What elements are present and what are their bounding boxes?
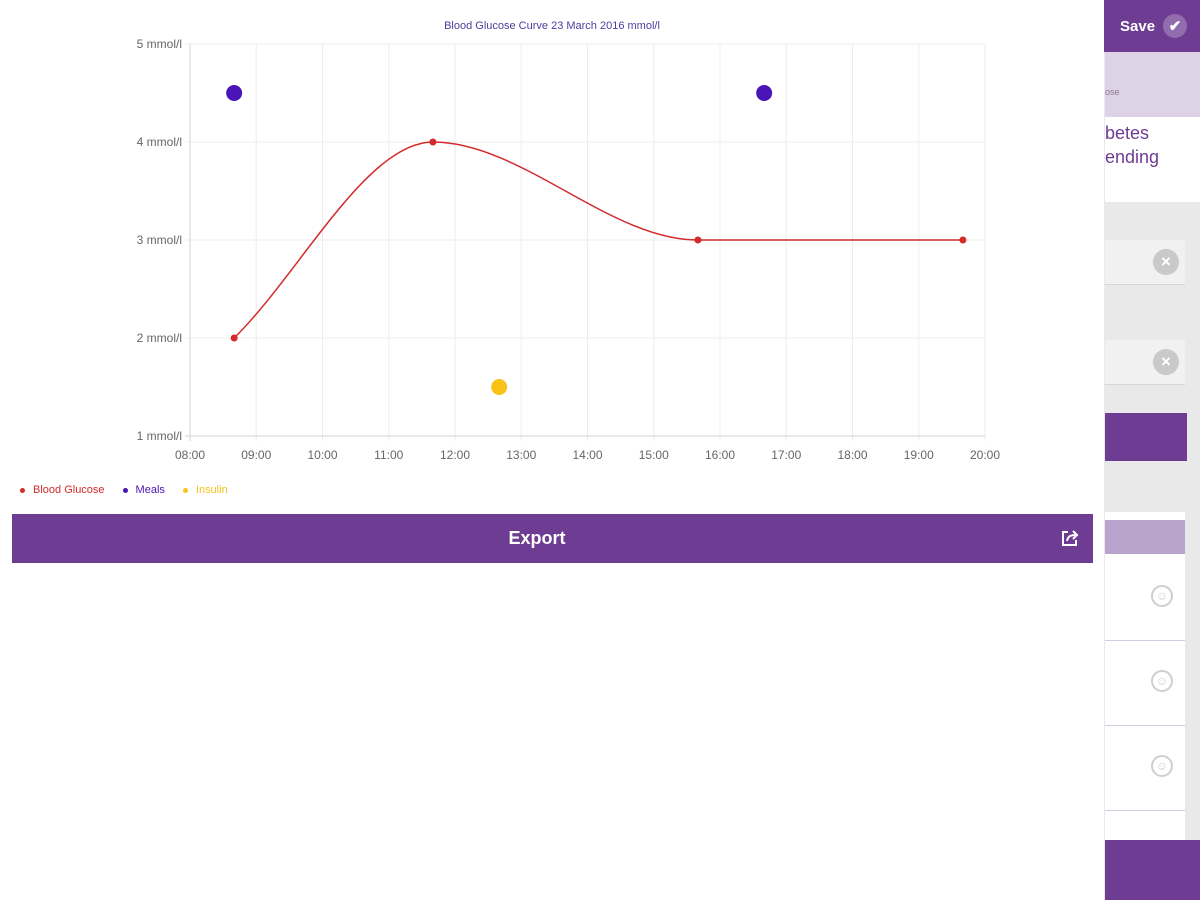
legend-marker (182, 487, 188, 493)
x-tick-label: 18:00 (837, 448, 867, 462)
legend-item-blood-glucose[interactable]: Blood Glucose (20, 484, 105, 496)
list-item[interactable]: ☺ (1105, 556, 1185, 641)
legend-marker (20, 487, 25, 493)
meals-point (226, 85, 243, 101)
export-button[interactable]: Export (12, 514, 1093, 563)
background-footer-bar (1105, 840, 1200, 900)
background-subheader: ose (1105, 52, 1200, 117)
x-tick-label: 12:00 (440, 448, 470, 462)
background-action-button[interactable] (1105, 413, 1187, 461)
clear-icon[interactable]: × (1153, 349, 1179, 375)
smiley-icon: ☺ (1151, 585, 1173, 607)
background-info-card: betes ending (1105, 117, 1200, 202)
insulin-point (491, 379, 508, 395)
check-icon: ✔ (1163, 14, 1188, 38)
x-tick-label: 08:00 (175, 448, 205, 462)
y-tick-label: 4 mmol/l (137, 135, 182, 149)
save-button-label: Save (1120, 17, 1156, 35)
background-input-row[interactable]: × (1105, 340, 1185, 385)
blood-glucose-point (230, 334, 238, 342)
background-list: ☺ ☺ ☺ (1105, 512, 1185, 842)
subheader-text: ose (1105, 87, 1120, 97)
x-tick-label: 09:00 (241, 448, 271, 462)
legend-label: Blood Glucose (33, 484, 105, 496)
x-tick-label: 16:00 (705, 448, 735, 462)
background-header: Save ✔ (1090, 0, 1200, 52)
smiley-icon: ☺ (1151, 670, 1173, 692)
list-item[interactable]: ☺ (1105, 641, 1185, 726)
x-tick-label: 11:00 (374, 448, 403, 462)
y-tick-label: 2 mmol/l (137, 331, 182, 345)
background-list-header (1105, 520, 1185, 554)
legend-label: Meals (135, 484, 165, 496)
blood-glucose-line (233, 141, 963, 339)
chart-legend: Blood Glucose Meals Insulin (20, 484, 228, 496)
x-tick-label: 20:00 (970, 448, 1000, 462)
save-button[interactable]: Save ✔ (1120, 8, 1188, 44)
x-tick-label: 10:00 (307, 448, 337, 462)
legend-marker (122, 487, 128, 493)
export-button-label: Export (508, 528, 566, 548)
x-tick-label: 13:00 (506, 448, 536, 462)
chart: Blood Glucose Curve 23 March 2016 mmol/l… (137, 20, 1001, 462)
smiley-icon: ☺ (1151, 755, 1173, 777)
partial-info-text: betes ending (1105, 123, 1160, 167)
list-item[interactable]: ☺ (1105, 726, 1185, 811)
blood-glucose-point (694, 236, 702, 244)
legend-item-insulin[interactable]: Insulin (182, 484, 228, 496)
chart-title: Blood Glucose Curve 23 March 2016 mmol/l (444, 20, 660, 32)
x-tick-label: 17:00 (771, 448, 801, 462)
meals-point (756, 85, 773, 101)
clear-icon[interactable]: × (1153, 249, 1179, 275)
y-tick-label: 5 mmol/l (137, 37, 182, 51)
y-tick-label: 3 mmol/l (137, 233, 182, 247)
y-tick-label: 1 mmol/l (137, 429, 182, 443)
x-tick-label: 19:00 (904, 448, 934, 462)
chart-modal: Blood Glucose Curve 23 March 2016 mmol/l… (12, 20, 1093, 563)
legend-label: Insulin (195, 484, 228, 496)
blood-glucose-point (959, 236, 967, 244)
background-input-row[interactable]: × (1105, 240, 1185, 285)
legend-item-meals[interactable]: Meals (122, 484, 165, 496)
background-app-panel: Save ✔ ose betes ending × × ☺ ☺ ☺ (1090, 0, 1200, 900)
share-icon (1062, 530, 1079, 546)
x-tick-label: 15:00 (639, 448, 669, 462)
blood-glucose-point (429, 138, 437, 146)
x-tick-label: 14:00 (572, 448, 602, 462)
